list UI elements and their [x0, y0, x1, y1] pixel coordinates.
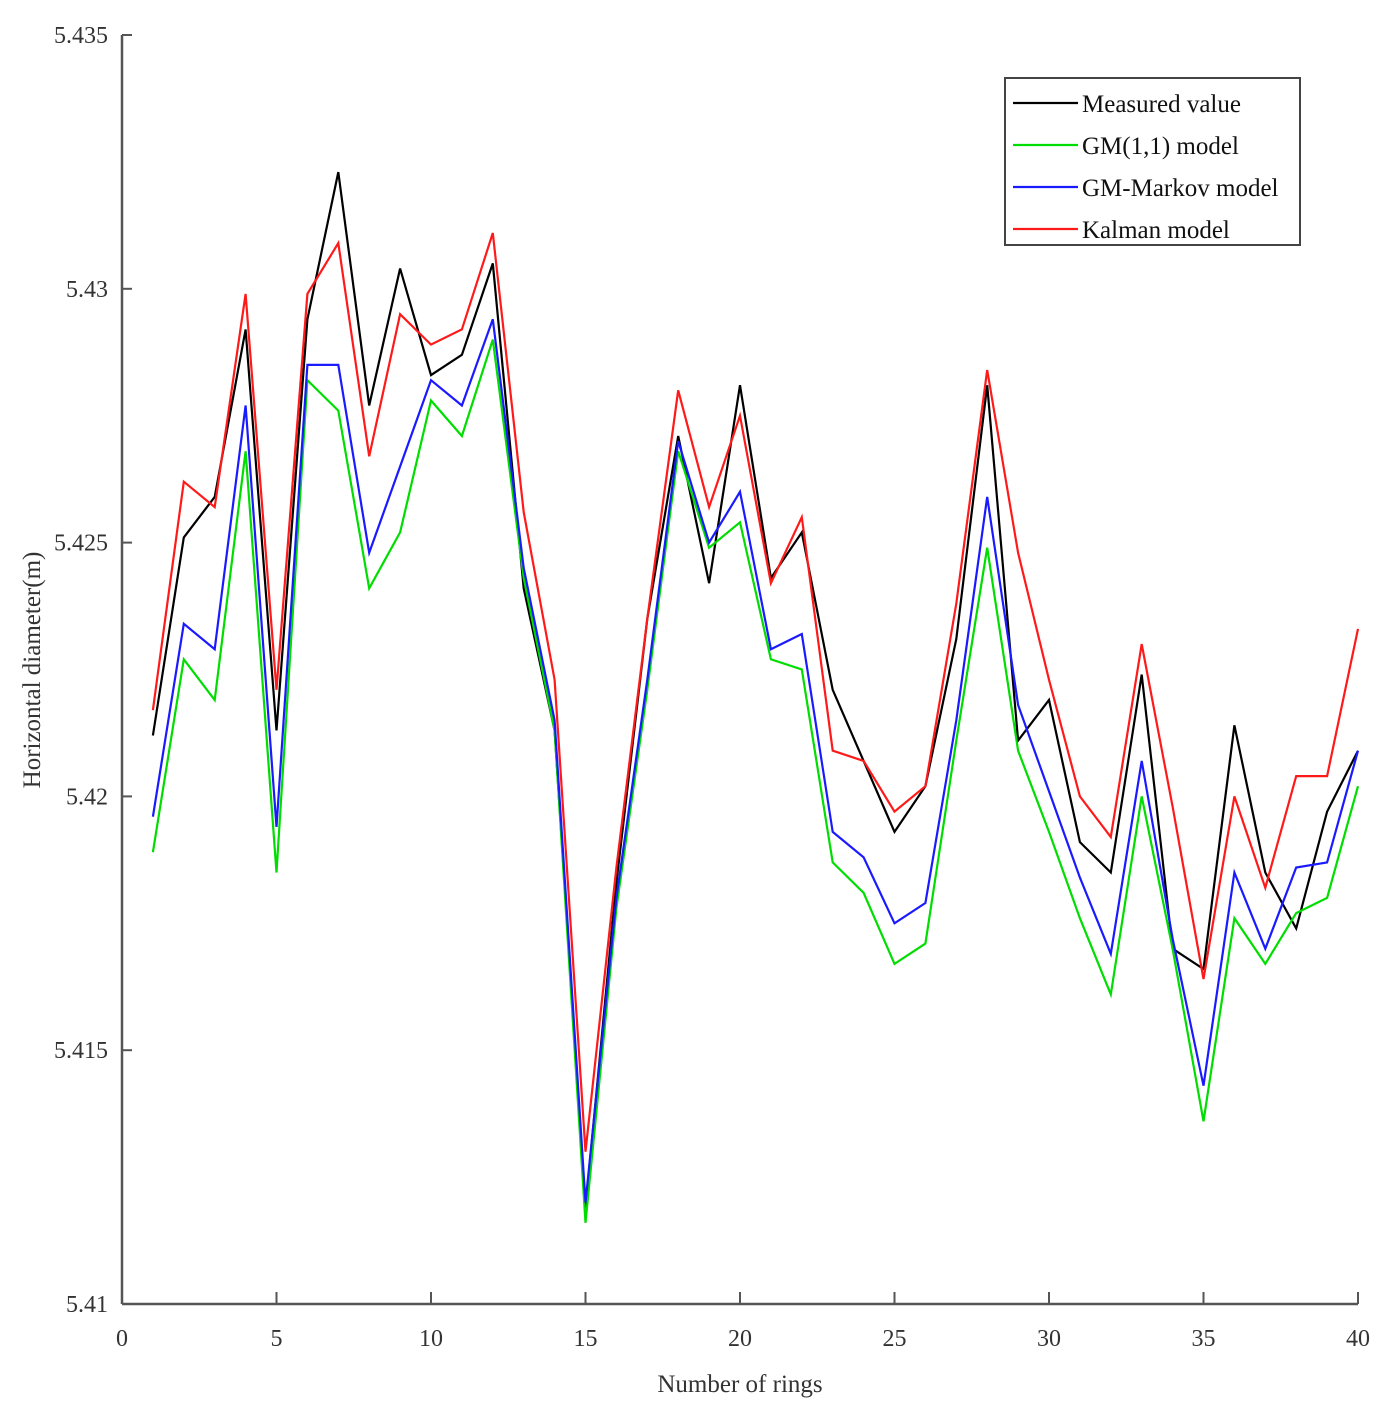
x-tick-label: 35	[1192, 1326, 1216, 1352]
x-ticks: 0 5 10 15 20 25 30 35 40	[116, 1292, 1370, 1352]
legend: Measured value GM(1,1) model GM-Markov mod…	[1004, 77, 1301, 246]
series-line-kalman-model	[151, 232, 1360, 1152]
series-line-gm-1-1-model	[151, 339, 1360, 1223]
series-line-gm-markov-model	[151, 318, 1360, 1203]
y-tick-label: 5.42	[66, 784, 108, 810]
y-tick-label: 5.425	[54, 531, 108, 557]
x-tick-label: 5	[271, 1326, 283, 1352]
y-tick-label: 5.41	[66, 1292, 108, 1318]
x-tick-label: 20	[728, 1326, 752, 1352]
x-tick-label: 40	[1346, 1326, 1370, 1352]
plot-lines	[151, 171, 1360, 1223]
series-line-measured-value	[151, 171, 1359, 1208]
x-axis-label: Number of rings	[657, 1371, 822, 1398]
y-tick-label: 5.415	[54, 1038, 108, 1064]
legend-label: GM(1,1) model	[1082, 133, 1239, 160]
legend-box	[1004, 77, 1301, 246]
legend-label: Kalman model	[1082, 217, 1230, 244]
x-tick-label: 0	[116, 1326, 128, 1352]
y-tick-label: 5.435	[54, 23, 108, 49]
x-tick-label: 15	[574, 1326, 598, 1352]
x-tick-label: 30	[1037, 1326, 1061, 1352]
y-ticks: 5.41 5.415 5.42 5.425 5.43 5.435	[54, 23, 132, 1318]
x-tick-label: 25	[883, 1326, 907, 1352]
legend-label: GM-Markov model	[1082, 175, 1279, 202]
y-axis-label: Horizontal diameter(m)	[19, 552, 46, 789]
legend-label: Measured value	[1082, 91, 1241, 118]
x-tick-label: 10	[419, 1326, 443, 1352]
y-tick-label: 5.43	[66, 277, 108, 303]
